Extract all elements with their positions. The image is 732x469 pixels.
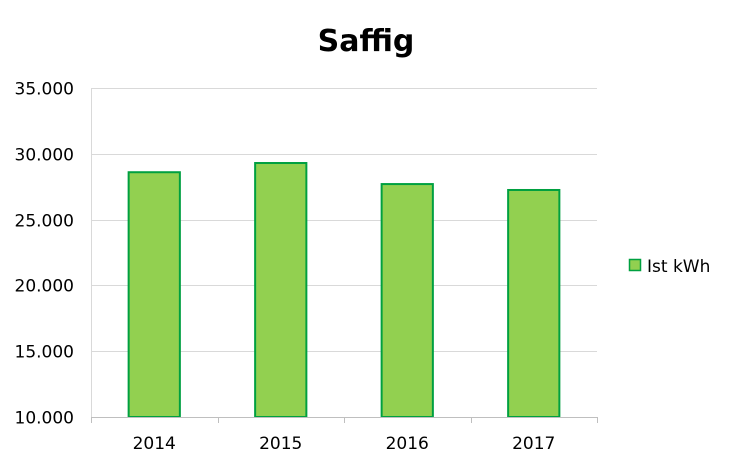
legend-label: Ist kWh <box>647 257 710 277</box>
x-tick-label: 2014 <box>133 434 176 454</box>
y-tick-label: 25.000 <box>15 212 74 232</box>
bar-2017 <box>507 188 561 418</box>
y-tick-label: 20.000 <box>15 277 74 297</box>
x-tick-label: 2016 <box>386 434 429 454</box>
y-axis-tick-labels: 10.000 15.000 20.000 25.000 30.000 35.000 <box>15 80 74 429</box>
bars <box>127 162 561 418</box>
chart-title: Saffig <box>318 24 415 59</box>
bar-2015 <box>254 162 308 418</box>
x-axis <box>91 417 598 423</box>
bar-2014 <box>127 171 181 418</box>
y-tick-label: 35.000 <box>15 80 74 100</box>
y-tick-label: 30.000 <box>15 146 74 166</box>
x-axis-tick-labels: 2014 2015 2016 2017 <box>133 434 556 454</box>
legend: Ist kWh <box>628 257 710 277</box>
y-tick-label: 10.000 <box>15 409 74 429</box>
bar-2016 <box>380 183 434 418</box>
x-tick-label: 2017 <box>512 434 555 454</box>
y-tick-label: 15.000 <box>15 343 74 363</box>
x-tick-label: 2015 <box>259 434 302 454</box>
legend-swatch <box>628 258 642 272</box>
